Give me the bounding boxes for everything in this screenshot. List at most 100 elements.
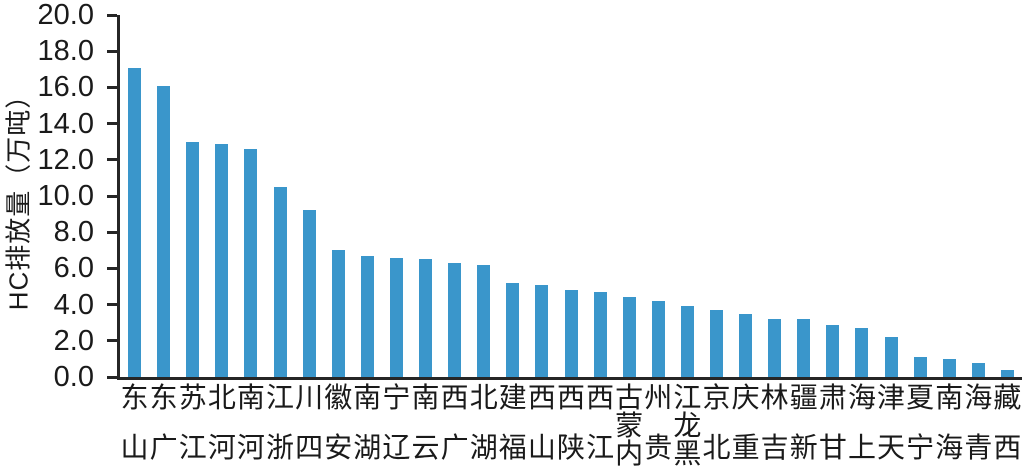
bar-河北 <box>215 143 229 377</box>
x-label-甘肃: 肃甘 <box>817 384 849 462</box>
bar-湖南 <box>360 255 374 377</box>
x-label-内蒙古: 古蒙内 <box>613 384 645 466</box>
bar-吉林 <box>768 319 782 377</box>
x-label-char: 陕 <box>556 432 585 463</box>
x-label-char: 北 <box>207 382 236 413</box>
x-label-char: 甘 <box>818 432 847 463</box>
bar-山西 <box>535 284 549 377</box>
x-label-char: 云 <box>411 432 440 463</box>
x-label-char: 上 <box>847 432 876 463</box>
x-label-char: 湖 <box>353 432 382 463</box>
x-label-char: 贵 <box>644 432 673 463</box>
bar-重庆 <box>739 313 753 377</box>
x-label-char: 宁 <box>906 432 935 463</box>
x-label-char: 辽 <box>382 432 411 463</box>
x-label-char: 海 <box>935 432 964 463</box>
y-tick-label: 4.0 <box>53 288 94 321</box>
x-label-宁夏: 夏宁 <box>904 384 936 462</box>
x-label-char: 建 <box>498 382 527 413</box>
y-tick-mark <box>107 339 117 343</box>
bar-江西 <box>593 291 607 377</box>
x-label-char: 蒙 <box>615 410 644 441</box>
x-label-char: 海 <box>847 382 876 413</box>
x-label-湖北: 北湖 <box>468 384 500 462</box>
x-label-浙江: 江浙 <box>264 384 296 462</box>
bar-安徽 <box>331 250 345 377</box>
x-label-char: 南 <box>935 382 964 413</box>
x-label-贵州: 州贵 <box>642 384 674 462</box>
bar-广西 <box>448 262 462 377</box>
x-label-char: 四 <box>295 432 324 463</box>
x-label-河南: 南河 <box>235 384 267 462</box>
y-tick-mark <box>107 49 117 53</box>
x-label-西藏: 藏西 <box>991 384 1022 462</box>
x-label-新疆: 疆新 <box>788 384 820 462</box>
bar-四川 <box>302 210 316 377</box>
y-tick-label: 0.0 <box>53 361 94 393</box>
x-label-char: 福 <box>498 432 527 463</box>
x-label-云南: 南云 <box>410 384 442 462</box>
x-label-char: 山 <box>527 432 556 463</box>
x-label-吉林: 林吉 <box>759 384 791 462</box>
x-label-山东: 东山 <box>119 384 151 462</box>
x-label-湖南: 南湖 <box>351 384 383 462</box>
bar-江苏 <box>186 141 200 377</box>
x-label-char: 河 <box>236 432 265 463</box>
bar-浙江 <box>273 186 287 377</box>
x-label-char: 京 <box>702 382 731 413</box>
x-label-char: 浙 <box>266 432 295 463</box>
x-label-重庆: 庆重 <box>730 384 762 462</box>
x-label-char: 江 <box>266 382 295 413</box>
y-tick-mark <box>107 266 117 270</box>
bar-新疆 <box>797 319 811 377</box>
x-label-上海: 海上 <box>846 384 878 462</box>
y-tick-label: 6.0 <box>53 252 94 285</box>
x-label-河北: 北河 <box>206 384 238 462</box>
y-tick-mark <box>107 303 117 307</box>
x-label-char: 江 <box>178 432 207 463</box>
y-tick-mark <box>107 230 117 234</box>
x-label-char: 南 <box>411 382 440 413</box>
x-label-char: 东 <box>149 382 178 413</box>
x-label-char: 南 <box>353 382 382 413</box>
x-label-char: 西 <box>993 432 1022 463</box>
x-label-char: 宁 <box>382 382 411 413</box>
x-axis-labels: 东山东广苏江北河南河江浙川四徽安南湖宁辽南云西广北湖建福西山西陕西江古蒙内州贵江… <box>119 382 1022 466</box>
x-label-北京: 京北 <box>700 384 732 462</box>
y-tick-label: 8.0 <box>53 216 94 249</box>
y-tick-mark <box>107 13 117 17</box>
x-label-四川: 川四 <box>293 384 325 462</box>
plot-area <box>107 13 1022 380</box>
x-label-char: 津 <box>877 382 906 413</box>
x-label-陕西: 西陕 <box>555 384 587 462</box>
x-label-char: 河 <box>207 432 236 463</box>
y-tick-label: 2.0 <box>53 324 94 357</box>
x-label-char: 安 <box>324 432 353 463</box>
x-label-char: 北 <box>702 432 731 463</box>
bar-河南 <box>244 148 258 377</box>
y-tick-label: 14.0 <box>37 107 94 140</box>
bar-北京 <box>709 310 723 377</box>
x-label-char: 天 <box>877 432 906 463</box>
x-label-char: 川 <box>295 382 324 413</box>
y-tick-mark <box>107 85 117 89</box>
y-tick-mark <box>107 375 117 379</box>
bar-宁夏 <box>913 357 927 377</box>
bar-湖北 <box>477 264 491 377</box>
x-label-江苏: 苏江 <box>177 384 209 462</box>
x-label-char: 湖 <box>469 432 498 463</box>
x-label-char: 西 <box>440 382 469 413</box>
x-label-char: 重 <box>731 432 760 463</box>
x-label-char: 西 <box>586 382 615 413</box>
y-tick-label: 20.0 <box>37 0 94 31</box>
x-label-广东: 东广 <box>148 384 180 462</box>
x-label-江西: 西江 <box>584 384 616 462</box>
x-label-char: 广 <box>149 432 178 463</box>
bar-山东 <box>128 67 142 377</box>
x-label-福建: 建福 <box>497 384 529 462</box>
x-label-char: 林 <box>760 382 789 413</box>
bar-青海 <box>971 362 985 377</box>
x-label-char: 北 <box>469 382 498 413</box>
bar-内蒙古 <box>622 297 636 377</box>
x-label-char: 夏 <box>906 382 935 413</box>
